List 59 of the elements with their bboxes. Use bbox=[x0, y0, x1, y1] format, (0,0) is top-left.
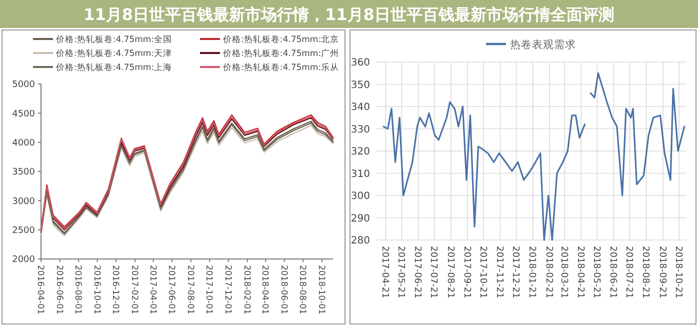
legend-label: 价格:热轧板卷:4.75mm:北京 bbox=[222, 34, 340, 46]
y-tick-label: 330 bbox=[350, 124, 370, 136]
x-tick-label: 2018-04-21 bbox=[574, 246, 585, 298]
x-tick-label: 2017-12-21 bbox=[510, 246, 520, 298]
x-tick-label: 2018-10-21 bbox=[672, 246, 683, 298]
x-tick-label: 2016-04-01 bbox=[35, 265, 46, 314]
y-tick-label: 280 bbox=[350, 236, 370, 246]
x-tick-label: 2017-04-21 bbox=[379, 246, 390, 298]
y-tick-label: 340 bbox=[350, 102, 370, 113]
legend-label: 价格:热轧板卷:4.75mm:乐从 bbox=[222, 62, 340, 74]
x-tick-label: 2018-08-01 bbox=[297, 265, 308, 314]
y-tick-label: 2000 bbox=[12, 255, 36, 266]
x-tick-label: 2018-07-21 bbox=[624, 246, 634, 298]
x-tick-label: 2017-10-01 bbox=[204, 265, 214, 314]
legend-label: 价格:热轧板卷:4.75mm:天津 bbox=[55, 48, 172, 60]
x-tick-label: 2017-08-21 bbox=[444, 246, 455, 298]
text: 11月8日世平百钱最新市场行情，11月8日世平百钱最新市场行情全面评测 bbox=[84, 4, 614, 24]
y-tick-label: 360 bbox=[350, 58, 370, 68]
x-tick-label: 2018-08-21 bbox=[640, 246, 650, 298]
x-tick-label: 2017-06-01 bbox=[166, 265, 176, 314]
legend-label: 热卷表观需求 bbox=[510, 38, 576, 51]
legend-label: 价格:热轧板卷:4.75mm:上海 bbox=[55, 62, 172, 74]
x-tick-label: 2017-04-01 bbox=[147, 265, 158, 314]
x-tick-label: 2017-07-21 bbox=[428, 246, 438, 298]
x-tick-label: 2018-06-01 bbox=[278, 265, 288, 314]
x-tick-label: 2018-02-01 bbox=[241, 265, 252, 314]
x-tick-label: 2016-08-01 bbox=[72, 265, 83, 314]
x-tick-label: 2016-10-01 bbox=[91, 265, 102, 314]
legend-label: 价格:热轧板卷:4.75mm:全国 bbox=[55, 34, 172, 46]
y-tick-label: 310 bbox=[350, 168, 370, 180]
y-tick-label: 2500 bbox=[12, 226, 36, 236]
y-tick-label: 320 bbox=[350, 146, 370, 158]
y-tick-label: 5000 bbox=[12, 80, 36, 90]
x-tick-label: 2018-02-21 bbox=[543, 246, 554, 298]
x-tick-label: 2016-06-01 bbox=[54, 265, 64, 314]
y-tick-label: 290 bbox=[350, 213, 370, 224]
x-tick-label: 2017-08-01 bbox=[184, 265, 195, 314]
x-tick-label: 2018-10-01 bbox=[316, 265, 326, 314]
x-tick-label: 2018-06-21 bbox=[608, 246, 618, 298]
x-tick-label: 2016-12-01 bbox=[110, 265, 120, 314]
y-tick-label: 4500 bbox=[12, 109, 36, 120]
x-tick-label: 2018-03-21 bbox=[558, 246, 568, 298]
y-tick-label: 350 bbox=[350, 80, 370, 91]
x-tick-label: 2018-04-01 bbox=[260, 265, 270, 314]
x-tick-label: 2017-09-21 bbox=[461, 246, 472, 298]
x-tick-label: 2017-12-01 bbox=[222, 265, 232, 314]
x-tick-label: 2017-05-21 bbox=[396, 246, 406, 298]
x-tick-label: 2018-09-21 bbox=[656, 246, 667, 298]
y-tick-label: 3500 bbox=[12, 168, 36, 178]
x-tick-label: 2017-06-21 bbox=[412, 246, 422, 298]
y-tick-label: 3000 bbox=[12, 196, 36, 207]
x-tick-label: 2017-11-21 bbox=[494, 246, 504, 298]
x-tick-label: 2017-10-21 bbox=[477, 246, 488, 298]
x-tick-label: 2018-05-21 bbox=[590, 246, 601, 298]
y-tick-label: 300 bbox=[350, 191, 370, 202]
y-tick-label: 4000 bbox=[12, 138, 36, 148]
x-tick-label: 2017-02-01 bbox=[129, 265, 140, 314]
x-tick-label: 2018-01-21 bbox=[526, 246, 537, 298]
legend-label: 价格:热轧板卷:4.75mm:广州 bbox=[222, 48, 340, 60]
